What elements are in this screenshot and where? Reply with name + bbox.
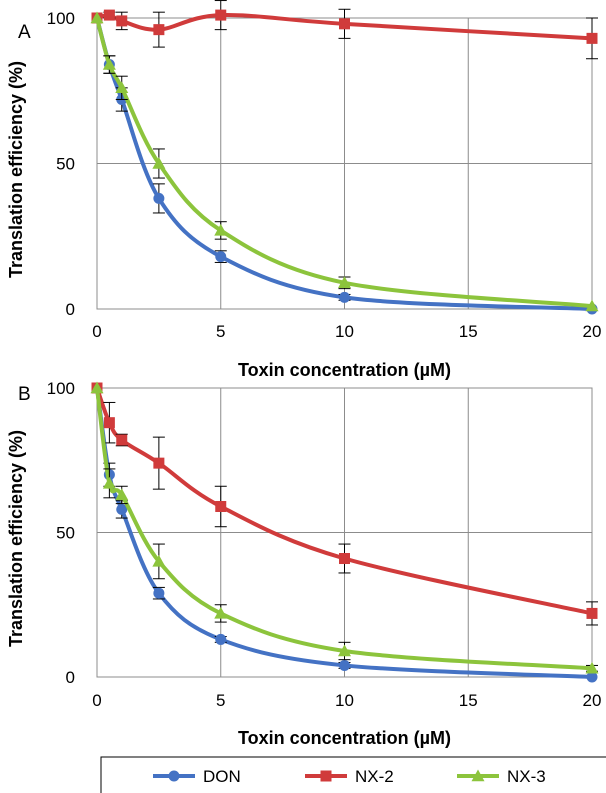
data-point: [116, 503, 128, 515]
data-point: [215, 633, 227, 645]
series-nx-3: [90, 381, 599, 674]
legend: DON NX-2 NX-3: [100, 756, 606, 793]
data-point: [214, 223, 228, 236]
y-tick-label: 100: [47, 379, 75, 398]
x-tick-label: 0: [92, 322, 101, 341]
data-point: [116, 15, 128, 27]
data-point: [103, 417, 115, 429]
x-axis-title: Toxin concentration (µM): [238, 360, 451, 380]
data-point: [102, 58, 116, 70]
data-point: [585, 299, 599, 312]
chart-panel-a: 0 5 10 15 20 0 50 100 A Toxin concentration (µM) T…: [6, 0, 602, 380]
x-tick-label: 20: [583, 322, 602, 341]
data-point: [586, 32, 598, 44]
series-nx-3: [90, 11, 599, 312]
data-point: [153, 192, 165, 204]
data-point: [338, 276, 351, 289]
data-point: [339, 18, 350, 30]
chart-panel-b: 0 5 10 15 20 0 50 100 B Toxin concentration (µM) T…: [6, 379, 601, 748]
y-axis-title: Translation efficiency (%): [6, 430, 26, 647]
x-tick-label: 10: [335, 322, 354, 341]
data-point: [152, 157, 166, 169]
data-point: [153, 457, 165, 469]
legend-marker: [320, 770, 332, 782]
panel-label: A: [18, 22, 31, 43]
y-tick-label: 50: [56, 524, 75, 543]
x-tick-label: 10: [335, 691, 354, 710]
data-point: [214, 606, 228, 619]
legend-label: NX-3: [507, 767, 546, 786]
data-point: [152, 554, 166, 567]
legend-label: DON: [203, 767, 241, 786]
data-point: [115, 488, 129, 501]
data-point: [586, 671, 598, 683]
data-point: [339, 291, 350, 303]
series-line: [95, 16, 594, 309]
legend-label: NX-2: [355, 767, 394, 786]
data-point: [153, 587, 165, 599]
panel-label: B: [18, 384, 31, 405]
y-axis-title: Translation efficiency (%): [6, 61, 26, 278]
y-tick-label: 50: [56, 155, 75, 174]
data-point: [215, 500, 227, 512]
legend-marker: [471, 769, 485, 782]
data-point: [585, 661, 599, 674]
y-tick-label: 0: [66, 300, 75, 319]
legend-frame: [100, 756, 606, 793]
data-point: [339, 659, 350, 671]
data-point: [90, 381, 104, 394]
data-point: [90, 11, 104, 24]
data-point: [102, 476, 116, 489]
data-point: [153, 24, 165, 36]
data-point: [116, 434, 128, 446]
data-point: [338, 644, 351, 657]
x-tick-label: 0: [92, 691, 101, 710]
y-tick-label: 100: [47, 9, 75, 28]
data-point: [215, 251, 227, 263]
x-tick-label: 15: [459, 322, 478, 341]
legend-marker: [168, 770, 180, 782]
data-point: [103, 9, 115, 21]
data-point: [339, 553, 350, 565]
data-point: [586, 607, 598, 619]
x-tick-label: 5: [216, 691, 225, 710]
data-point: [215, 9, 227, 21]
x-tick-label: 20: [583, 691, 602, 710]
x-axis-title: Toxin concentration (µM): [238, 728, 451, 748]
data-point: [115, 81, 129, 94]
x-tick-label: 15: [459, 691, 478, 710]
x-tick-label: 5: [216, 322, 225, 341]
y-tick-label: 0: [66, 668, 75, 687]
